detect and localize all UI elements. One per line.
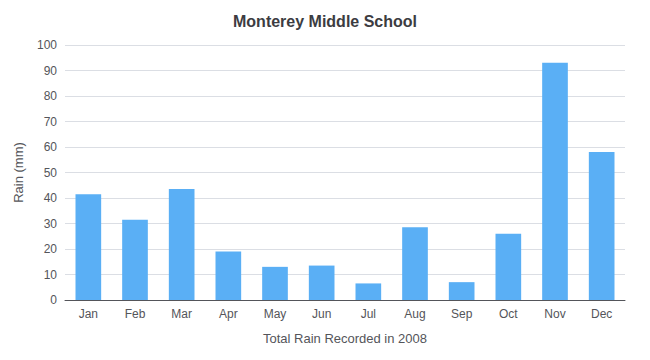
svg-text:Total Rain Recorded in 2008: Total Rain Recorded in 2008: [263, 331, 427, 346]
svg-text:Feb: Feb: [125, 307, 146, 321]
svg-text:100: 100: [37, 38, 57, 52]
svg-text:Sep: Sep: [451, 307, 473, 321]
svg-text:Oct: Oct: [499, 307, 518, 321]
svg-text:30: 30: [44, 217, 58, 231]
svg-text:Jun: Jun: [312, 307, 331, 321]
svg-text:Monterey Middle School: Monterey Middle School: [233, 13, 417, 30]
svg-text:Nov: Nov: [544, 307, 565, 321]
svg-text:60: 60: [44, 140, 58, 154]
svg-text:May: May: [264, 307, 287, 321]
svg-text:0: 0: [50, 293, 57, 307]
svg-text:Apr: Apr: [219, 307, 238, 321]
svg-text:40: 40: [44, 191, 58, 205]
svg-text:20: 20: [44, 242, 58, 256]
svg-text:Dec: Dec: [591, 307, 612, 321]
svg-text:90: 90: [44, 64, 58, 78]
svg-text:Aug: Aug: [404, 307, 425, 321]
svg-text:Rain (mm): Rain (mm): [11, 142, 26, 203]
svg-text:Mar: Mar: [171, 307, 192, 321]
svg-text:50: 50: [44, 166, 58, 180]
svg-text:10: 10: [44, 268, 58, 282]
svg-text:70: 70: [44, 115, 58, 129]
svg-text:Jan: Jan: [79, 307, 98, 321]
svg-text:Jul: Jul: [361, 307, 376, 321]
svg-text:80: 80: [44, 89, 58, 103]
